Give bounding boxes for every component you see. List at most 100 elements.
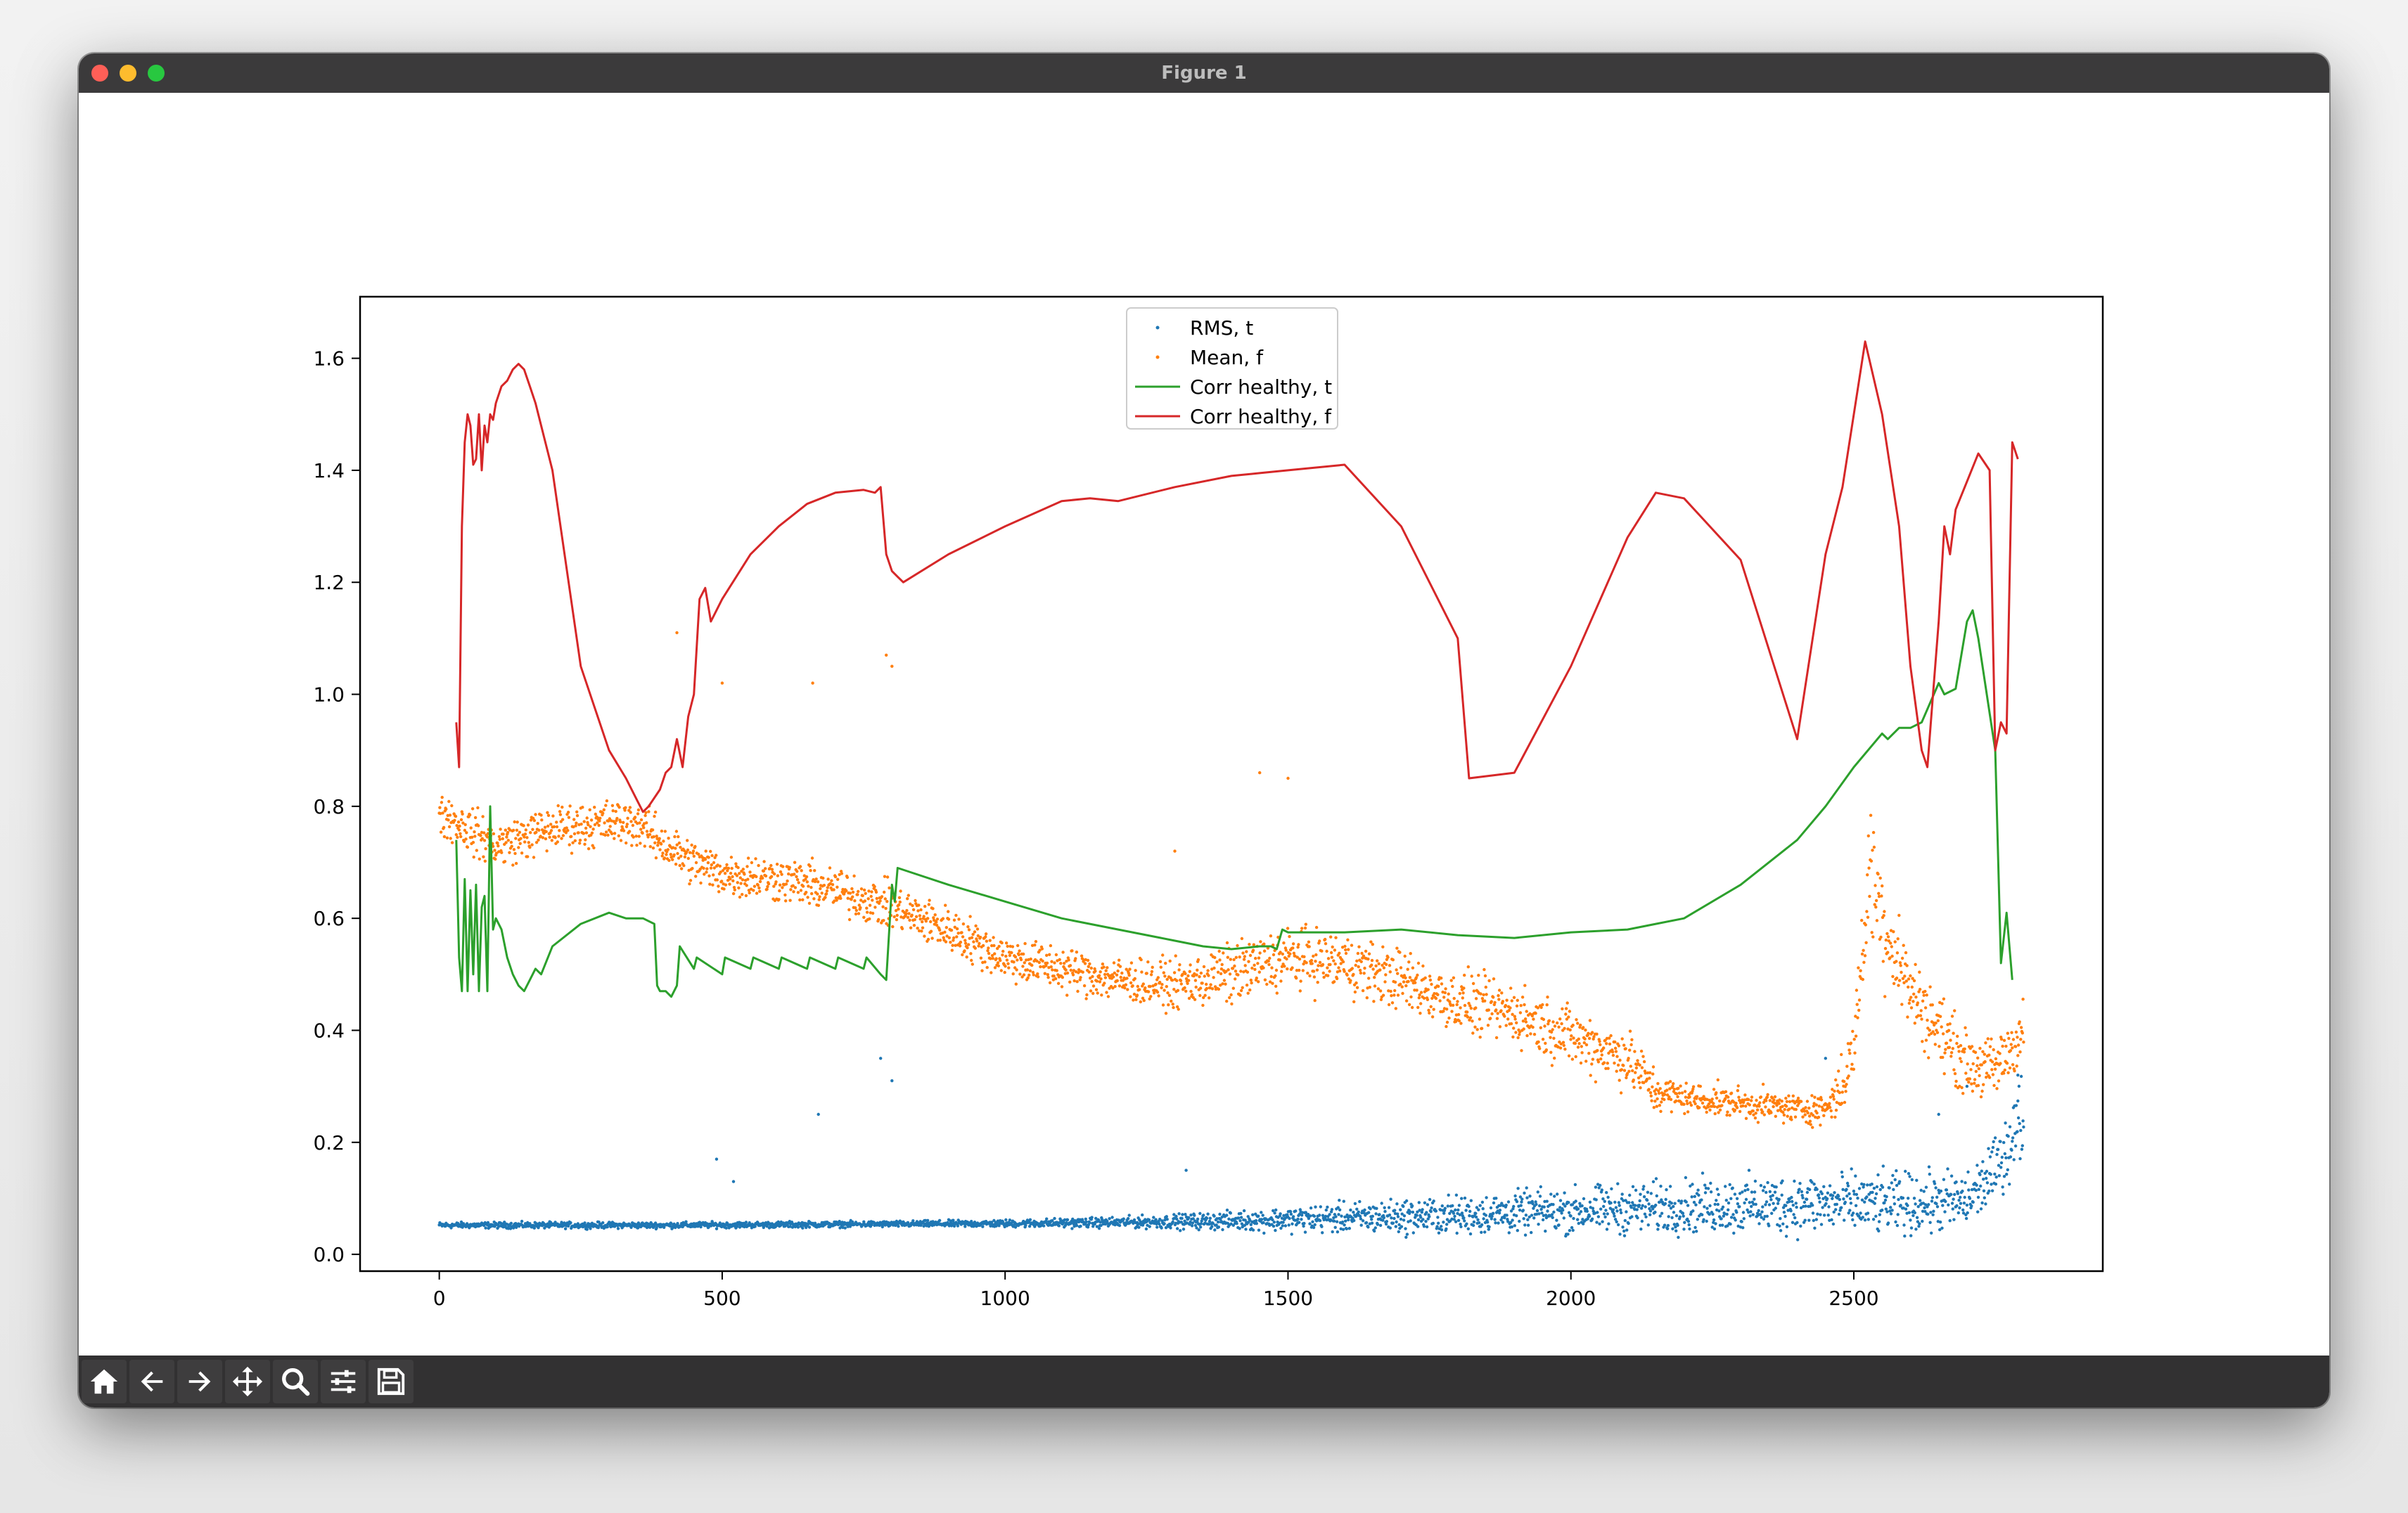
- data-point: [1391, 958, 1395, 962]
- data-point: [1347, 948, 1350, 951]
- data-point: [1982, 1178, 1985, 1181]
- data-point: [1922, 1190, 1926, 1193]
- data-point: [1122, 1217, 1125, 1221]
- data-point: [878, 899, 882, 903]
- data-point: [440, 795, 444, 799]
- data-point: [1203, 974, 1207, 978]
- data-point: [1895, 1183, 1899, 1187]
- title-bar[interactable]: Figure 1: [79, 53, 2329, 94]
- data-point: [1000, 941, 1004, 945]
- data-point: [1115, 973, 1119, 977]
- data-point: [546, 824, 550, 828]
- data-point: [654, 856, 658, 860]
- data-point: [528, 846, 532, 849]
- data-point: [1234, 955, 1238, 960]
- data-point: [999, 969, 1004, 972]
- data-point: [1516, 998, 1519, 1003]
- data-point: [1654, 1204, 1658, 1207]
- data-point: [1596, 1060, 1601, 1064]
- data-point: [745, 884, 748, 887]
- figure-canvas[interactable]: 0 500 1000 1500 2000 2500 0.0 0.2 0.4 0.6 0.8 1.0 1.…: [79, 93, 2329, 1356]
- data-point: [853, 899, 857, 903]
- data-point: [1566, 1232, 1570, 1236]
- data-point: [1956, 1211, 1960, 1215]
- data-point: [1627, 1057, 1630, 1060]
- data-point: [1399, 1208, 1402, 1211]
- data-point: [871, 911, 875, 915]
- data-point: [1238, 1219, 1242, 1223]
- data-point: [1992, 1140, 1995, 1144]
- data-point: [784, 899, 788, 903]
- data-point: [1929, 1211, 1933, 1214]
- data-point: [1381, 1218, 1385, 1222]
- data-point: [511, 863, 515, 867]
- data-point: [880, 895, 884, 899]
- data-point: [1553, 1056, 1556, 1060]
- data-point: [1176, 989, 1180, 993]
- data-point: [1421, 1218, 1425, 1221]
- data-point: [1198, 1211, 1202, 1216]
- data-point: [959, 940, 963, 944]
- data-point: [1618, 1079, 1621, 1082]
- data-point: [1392, 1216, 1396, 1221]
- data-point: [1582, 1197, 1586, 1201]
- data-point: [726, 866, 731, 870]
- data-point: [793, 886, 798, 889]
- data-point: [741, 868, 745, 871]
- maximize-window-button[interactable]: [148, 65, 165, 82]
- data-point: [1919, 1188, 1923, 1192]
- data-point: [475, 849, 478, 852]
- data-point: [1400, 1225, 1404, 1228]
- data-point: [1304, 922, 1308, 926]
- data-point: [1802, 1204, 1805, 1209]
- data-point: [1370, 1221, 1374, 1225]
- data-point: [1907, 1211, 1911, 1215]
- data-point: [1045, 961, 1049, 965]
- data-point: [1715, 1199, 1718, 1202]
- data-point: [1693, 1225, 1697, 1230]
- data-point: [1095, 1225, 1099, 1228]
- data-point: [1937, 1188, 1940, 1192]
- data-point: [1785, 1225, 1789, 1229]
- minimize-window-button[interactable]: [120, 65, 136, 82]
- data-point: [1208, 1216, 1212, 1221]
- data-point: [1259, 940, 1262, 944]
- data-point: [885, 875, 890, 879]
- data-point: [549, 823, 553, 826]
- data-point: [1957, 1199, 1961, 1202]
- data-point: [856, 893, 859, 896]
- data-point: [1307, 940, 1311, 944]
- data-point: [1480, 1230, 1483, 1235]
- close-window-button[interactable]: [91, 65, 108, 82]
- data-point: [910, 913, 914, 917]
- data-point: [1236, 944, 1239, 948]
- data-point: [1587, 1031, 1590, 1036]
- data-point: [1294, 1209, 1298, 1213]
- data-point: [1515, 1199, 1519, 1204]
- data-point: [1416, 1005, 1420, 1010]
- data-point: [1549, 1192, 1553, 1196]
- data-point: [1141, 1213, 1144, 1217]
- data-point: [1207, 974, 1210, 977]
- data-point: [1344, 1219, 1347, 1223]
- data-point: [1165, 1218, 1169, 1221]
- data-point: [724, 883, 728, 887]
- data-point: [494, 851, 499, 855]
- data-point: [1845, 1181, 1850, 1185]
- data-point: [918, 918, 922, 921]
- data-point: [1004, 1218, 1008, 1222]
- data-point: [1216, 970, 1220, 974]
- data-point: [744, 894, 748, 898]
- data-point: [961, 953, 964, 957]
- data-point: [1410, 1005, 1414, 1010]
- data-point: [1658, 1214, 1662, 1218]
- data-point: [864, 891, 867, 896]
- plot-area[interactable]: 0 500 1000 1500 2000 25000.00.20.40.60.81.01.…: [79, 93, 2329, 1356]
- data-point: [1302, 1221, 1306, 1225]
- data-point: [1169, 1226, 1172, 1230]
- data-point: [694, 875, 698, 878]
- data-point: [1727, 1201, 1731, 1205]
- data-point: [1639, 1192, 1642, 1196]
- data-point: [1170, 979, 1174, 982]
- data-point: [992, 944, 996, 948]
